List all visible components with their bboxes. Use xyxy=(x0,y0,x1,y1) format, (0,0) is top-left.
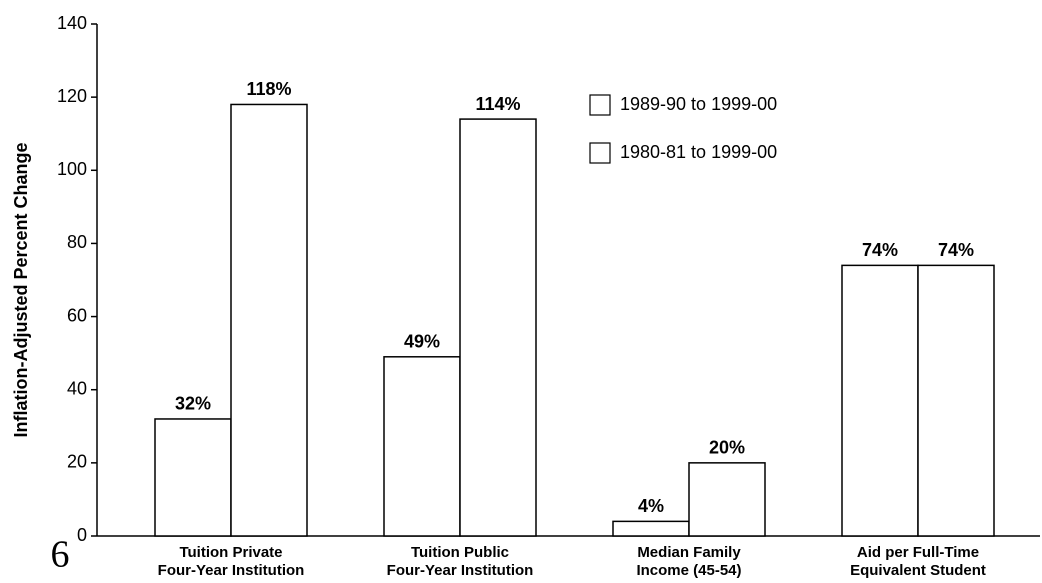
bar xyxy=(383,356,461,537)
y-tick-label: 0 xyxy=(77,525,87,545)
y-tick-label: 140 xyxy=(57,13,87,33)
x-tick-label: Aid per Full-Time Equivalent Student xyxy=(850,544,986,579)
value-label: 32% xyxy=(175,394,211,414)
page-number: 6 xyxy=(51,534,70,576)
value-label: 118% xyxy=(246,79,291,99)
value-label: 4% xyxy=(638,496,664,516)
value-label: 20% xyxy=(709,438,745,458)
value-label: 49% xyxy=(404,332,440,352)
bar xyxy=(612,520,690,537)
legend-swatch xyxy=(589,94,611,116)
legend-label: 1989-90 to 1999-00 xyxy=(620,94,777,114)
legend-swatch xyxy=(589,142,611,164)
bar xyxy=(230,103,308,537)
y-tick-label: 100 xyxy=(57,159,87,179)
x-tick-label: Tuition Public Four-Year Institution xyxy=(386,544,534,579)
bar xyxy=(459,118,537,537)
y-tick-label: 80 xyxy=(67,232,87,252)
y-tick-label: 20 xyxy=(67,452,87,472)
y-tick-label: 60 xyxy=(67,305,87,325)
value-label: 74% xyxy=(938,240,974,260)
y-tick-label: 40 xyxy=(67,378,87,398)
bar xyxy=(917,264,995,537)
value-label: 114% xyxy=(475,94,520,114)
bar xyxy=(841,264,919,537)
legend-label: 1980-81 to 1999-00 xyxy=(620,142,777,162)
y-axis-label: Inflation-Adjusted Percent Change xyxy=(11,142,31,437)
x-tick-label: Tuition Private Four-Year Institution xyxy=(157,544,305,579)
y-tick-label: 120 xyxy=(57,86,87,106)
x-tick-label: Median Family Income (45-54) xyxy=(636,544,742,579)
value-label: 74% xyxy=(862,240,898,260)
bar xyxy=(154,418,232,537)
bar xyxy=(688,462,766,537)
